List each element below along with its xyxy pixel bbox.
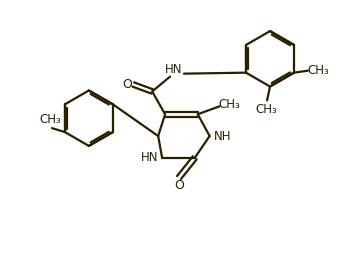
Text: CH₃: CH₃ [307,64,329,77]
Text: CH₃: CH₃ [219,98,240,111]
Text: O: O [122,78,132,91]
Text: NH: NH [214,129,231,142]
Text: O: O [174,179,184,192]
Text: CH₃: CH₃ [255,103,277,116]
Text: CH₃: CH₃ [39,113,61,126]
Text: HN: HN [165,63,183,76]
Text: HN: HN [141,151,158,164]
